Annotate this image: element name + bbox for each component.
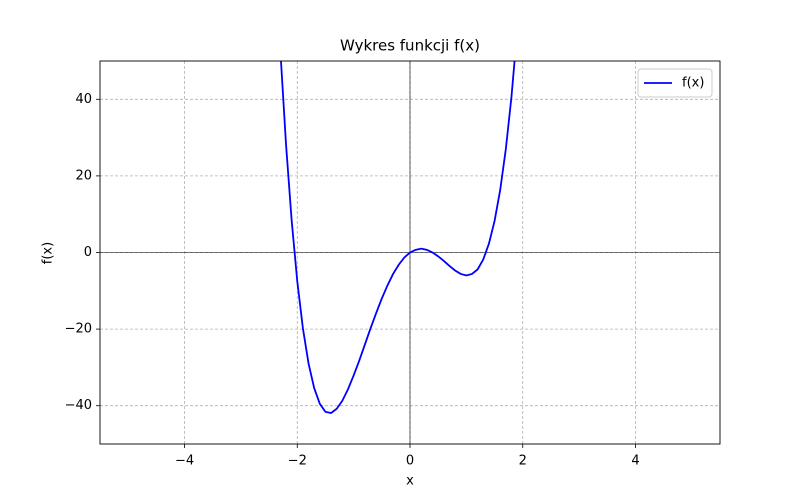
chart-title: Wykres funkcji f(x) xyxy=(340,37,480,55)
y-tick-label: 0 xyxy=(84,245,92,260)
y-tick-label: −40 xyxy=(65,398,92,413)
x-tick-label: −2 xyxy=(288,454,307,469)
x-tick-label: 2 xyxy=(519,454,527,469)
legend-label: f(x) xyxy=(682,76,704,91)
x-tick-label: −4 xyxy=(175,454,194,469)
line-series xyxy=(280,61,516,414)
x-tick-label: 4 xyxy=(631,454,639,469)
y-tick-label: 40 xyxy=(75,92,92,107)
y-tick-label: −20 xyxy=(65,322,92,337)
legend-box xyxy=(637,68,713,98)
x-axis-label: x xyxy=(406,474,414,489)
y-tick-label: 20 xyxy=(75,168,92,183)
legend: f(x) xyxy=(637,68,713,98)
x-tick-label: 0 xyxy=(406,454,414,469)
plot-frame xyxy=(99,60,721,445)
y-axis-label: f(x) xyxy=(41,242,56,264)
